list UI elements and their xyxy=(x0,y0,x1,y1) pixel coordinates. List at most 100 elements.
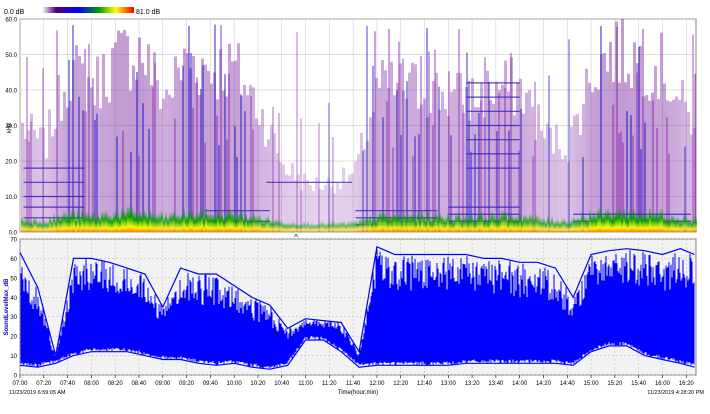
spectrogram-floor xyxy=(677,216,679,232)
spectrogram-column xyxy=(456,72,459,232)
spectrogram-column xyxy=(501,84,504,232)
spectrogram-y-tick-label: 50.0 xyxy=(5,53,17,59)
spectrogram-floor xyxy=(27,218,29,232)
spectrogram-y-ticks: 0.0 10.0 20.0 30.0 40.0 50.0 60.0 xyxy=(5,18,17,237)
spectrogram-column xyxy=(522,113,525,232)
sound-level-y-ticks: 0 10 20 30 40 50 60 70 xyxy=(10,238,17,380)
time-axis-ticks: 07:00 07:20 07:40 08:00 08:20 08:40 09:00 09:20… xyxy=(12,375,694,387)
spectrogram-column xyxy=(66,107,69,232)
spectrogram-floor xyxy=(293,221,295,232)
spectrogram-floor xyxy=(557,218,559,232)
spectrogram-floor xyxy=(463,214,465,232)
spectrogram-floor xyxy=(247,217,249,232)
spectrogram-floor xyxy=(421,209,423,232)
spectrogram-floor xyxy=(683,213,685,232)
spectrogram-floor xyxy=(203,216,205,232)
spectrogram-column xyxy=(603,53,606,232)
time-axis-tick-label: 16:20 xyxy=(679,381,695,387)
spectrogram-column xyxy=(168,94,171,232)
spectrogram-floor xyxy=(663,215,665,232)
spectrogram-floor xyxy=(225,212,227,232)
time-axis-tick-label: 12:40 xyxy=(417,381,433,387)
spectrogram-floor xyxy=(283,222,285,232)
spectrogram-y-axis-label: kHz xyxy=(7,123,13,133)
spectrogram-floor xyxy=(495,215,497,232)
spectrogram-floor xyxy=(537,215,539,232)
spectrogram-floor xyxy=(155,214,157,232)
spectrogram-floor xyxy=(473,217,475,232)
spectrogram-floor xyxy=(33,216,35,232)
spectrogram-column xyxy=(390,61,393,232)
spectrogram-floor xyxy=(579,217,581,232)
time-axis-tick-label: 07:40 xyxy=(60,381,76,387)
time-axis-tick-label: 08:00 xyxy=(84,381,100,387)
time-axis-tick-label: 14:00 xyxy=(512,381,528,387)
spectrogram-floor xyxy=(527,215,529,232)
spectrogram-floor xyxy=(567,221,569,232)
sound-level-marks xyxy=(19,245,695,370)
spectrogram-floor xyxy=(189,207,191,232)
spectrogram-floor xyxy=(525,214,527,232)
time-axis-tick-label: 14:40 xyxy=(560,381,576,387)
spectrogram-floor xyxy=(151,212,153,232)
spectrogram-column xyxy=(288,175,291,232)
cursor-marker[interactable]: ^ xyxy=(294,233,298,242)
time-axis-tick-label: 16:00 xyxy=(655,381,671,387)
spectrogram-floor xyxy=(607,207,609,232)
spectrogram-floor xyxy=(49,215,51,232)
time-axis-tick-label: 15:40 xyxy=(631,381,647,387)
spectrogram-column xyxy=(150,85,153,232)
spectrogram-floor xyxy=(541,218,543,232)
spectrogram-column xyxy=(21,122,24,232)
spectrogram-floor xyxy=(31,221,33,232)
spectrogram-floor xyxy=(93,210,95,232)
spectrogram-floor xyxy=(119,215,121,232)
time-axis-tick-label: 08:40 xyxy=(131,381,147,387)
spectrogram-floor xyxy=(511,213,513,232)
spectrogram-floor xyxy=(23,218,25,232)
spectrogram-column xyxy=(132,65,135,233)
spectrogram-floor xyxy=(583,215,585,232)
spectrogram-floor xyxy=(507,218,509,232)
spectrogram-floor xyxy=(149,207,151,232)
spectrogram-floor xyxy=(153,212,155,232)
spectrogram-floor xyxy=(679,219,681,232)
spectrogram-floor xyxy=(459,214,461,232)
spectrogram-column xyxy=(537,104,540,232)
spectrogram-floor xyxy=(509,212,511,232)
spectrogram-floor xyxy=(235,216,237,232)
spectrogram-floor xyxy=(237,213,239,232)
spectrogram-floor xyxy=(413,213,415,232)
spectrogram-column xyxy=(369,117,372,232)
spectrogram-column xyxy=(645,95,648,232)
spectrogram-floor xyxy=(671,213,673,232)
spectrogram-column xyxy=(489,100,492,232)
spectrogram-column xyxy=(384,70,387,232)
spectrogram-floor xyxy=(393,211,395,232)
spectrogram-column xyxy=(393,95,396,233)
spectrogram-floor xyxy=(477,213,479,232)
spectrogram-floor xyxy=(405,215,407,232)
spectrogram-floor xyxy=(613,213,615,232)
time-axis-tick-label: 13:40 xyxy=(488,381,504,387)
spectrogram-floor xyxy=(475,218,477,232)
spectrogram-column xyxy=(48,109,51,232)
spectrogram-marks xyxy=(21,19,697,233)
spectrogram-floor xyxy=(89,214,91,232)
spectrogram-floor xyxy=(517,217,519,232)
spectrogram-column xyxy=(258,125,261,232)
spectrogram-floor xyxy=(577,216,579,232)
spectrogram-floor xyxy=(483,218,485,232)
spectrogram-floor xyxy=(675,217,677,232)
spectrogram-floor xyxy=(681,218,683,232)
spectrogram-floor xyxy=(55,218,57,232)
spectrogram-floor xyxy=(481,210,483,232)
spectrogram-floor xyxy=(447,211,449,232)
sound-level-y-tick-label: 70 xyxy=(10,238,17,244)
spectrogram-column xyxy=(156,80,159,232)
spectrogram-floor xyxy=(303,220,305,232)
sound-level-y-tick-label: 20 xyxy=(10,335,17,341)
spectrogram-floor xyxy=(535,213,537,232)
spectrogram-floor xyxy=(95,216,97,232)
spectrogram-floor xyxy=(131,206,133,232)
